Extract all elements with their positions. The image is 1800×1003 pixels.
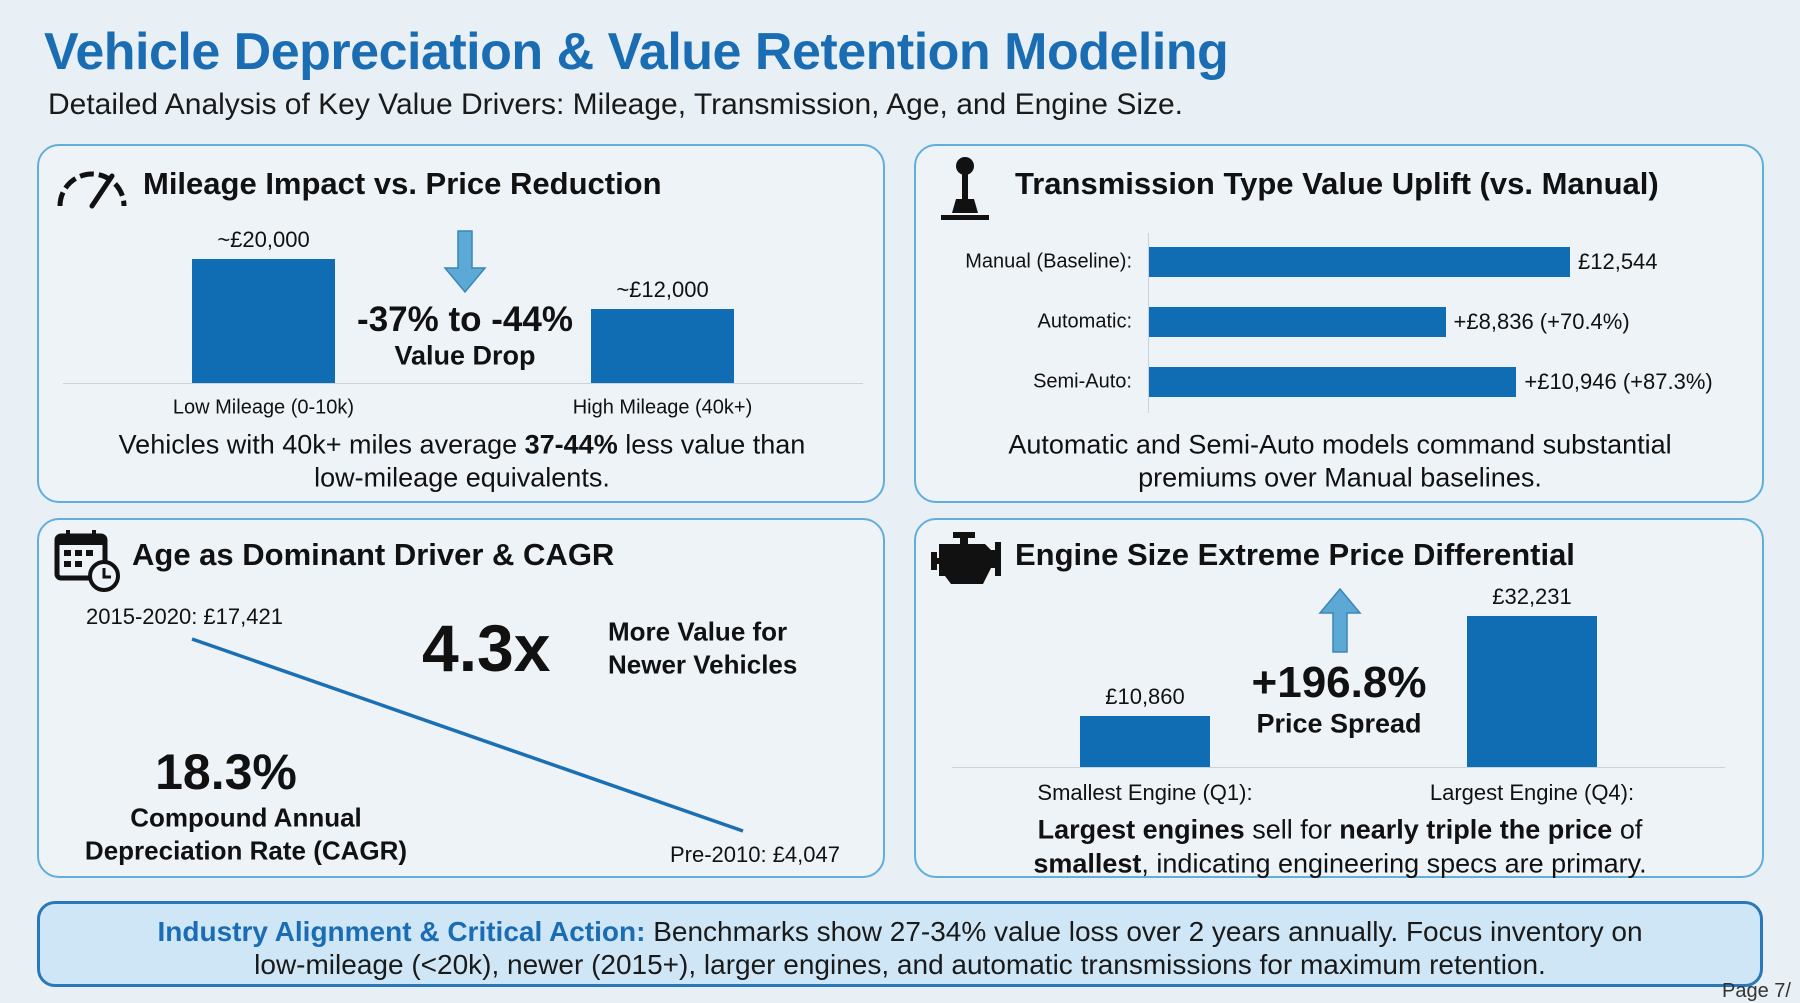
age-multiplier-label1: More Value for bbox=[608, 616, 788, 647]
age-multiplier: 4.3x bbox=[422, 611, 551, 685]
banner-line1: Industry Alignment & Critical Action: Be… bbox=[157, 916, 1642, 948]
transmission-bar-value: £12,544 bbox=[1578, 249, 1658, 274]
transmission-category-label: Automatic: bbox=[1037, 310, 1132, 333]
engine-spread-value: +196.8% bbox=[1251, 658, 1427, 707]
transmission-bar bbox=[1149, 247, 1570, 277]
mileage-drop-value: -37% to -44% bbox=[357, 300, 573, 339]
mileage-panel bbox=[37, 144, 885, 503]
age-label-newer: 2015-2020: £17,421 bbox=[86, 604, 283, 629]
engine-desc-line2: smallest, indicating engineering specs a… bbox=[1033, 849, 1646, 880]
calendar-clock-icon bbox=[54, 530, 120, 592]
down-arrow-icon bbox=[443, 230, 487, 294]
page-title: Vehicle Depreciation & Value Retention M… bbox=[44, 23, 1229, 81]
banner-heading: Industry Alignment & Critical Action: bbox=[157, 916, 646, 947]
transmission-category-label: Semi-Auto: bbox=[1033, 370, 1132, 393]
cagr-label2: Depreciation Rate (CAGR) bbox=[84, 835, 408, 866]
age-line-chart bbox=[191, 637, 744, 833]
engine-category-label: Largest Engine (Q4): bbox=[1429, 780, 1635, 805]
page-number: Page 7/ bbox=[1722, 980, 1791, 1002]
engine-spread-label: Price Spread bbox=[1256, 708, 1422, 739]
mileage-title: Mileage Impact vs. Price Reduction bbox=[143, 166, 662, 201]
mileage-drop-label: Value Drop bbox=[394, 340, 536, 371]
desc-text: sell for bbox=[1244, 814, 1340, 845]
mileage-desc-line2: low-mileage equivalents. bbox=[314, 462, 610, 493]
transmission-bar-value: +£8,836 (+70.4%) bbox=[1453, 309, 1630, 334]
desc-text: less value than bbox=[617, 429, 806, 460]
mileage-baseline bbox=[63, 383, 863, 384]
cagr-value: 18.3% bbox=[155, 744, 297, 800]
transmission-bar bbox=[1149, 367, 1517, 397]
engine-category-label: Smallest Engine (Q1): bbox=[1037, 780, 1253, 805]
desc-bold: smallest bbox=[1033, 848, 1142, 879]
engine-baseline bbox=[952, 767, 1725, 768]
desc-text: of bbox=[1612, 814, 1643, 845]
action-banner: Industry Alignment & Critical Action: Be… bbox=[37, 901, 1763, 987]
age-label-older: Pre-2010: £4,047 bbox=[669, 842, 840, 867]
up-arrow-icon bbox=[1318, 588, 1362, 653]
transmission-axis bbox=[1148, 233, 1149, 413]
banner-line2: low-mileage (<20k), newer (2015+), large… bbox=[254, 949, 1546, 980]
mileage-bar-value: ~£20,000 bbox=[217, 227, 310, 252]
transmission-category-label: Manual (Baseline): bbox=[965, 250, 1132, 273]
gear-shift-icon bbox=[941, 157, 989, 220]
transmission-desc-line2: premiums over Manual baselines. bbox=[1138, 462, 1542, 493]
engine-panel bbox=[914, 518, 1764, 878]
transmission-bar bbox=[1149, 307, 1446, 337]
mileage-category-label: High Mileage (40k+) bbox=[572, 396, 753, 419]
mileage-desc-line1: Vehicles with 40k+ miles average 37-44% … bbox=[119, 430, 806, 461]
transmission-title: Transmission Type Value Uplift (vs. Manu… bbox=[1015, 166, 1659, 201]
banner-text: Benchmarks show 27-34% value loss over 2… bbox=[645, 916, 1643, 947]
age-panel bbox=[37, 518, 885, 878]
desc-text: Vehicles with 40k+ miles average bbox=[118, 429, 525, 460]
desc-bold: Largest engines bbox=[1037, 814, 1245, 845]
engine-icon bbox=[931, 532, 1001, 584]
transmission-desc-line1: Automatic and Semi-Auto models command s… bbox=[1008, 429, 1672, 460]
age-trend-line bbox=[191, 637, 744, 833]
desc-text: , indicating engineering specs are prima… bbox=[1141, 848, 1647, 879]
age-multiplier-label2: Newer Vehicles bbox=[608, 649, 798, 680]
transmission-bar-value: +£10,946 (+87.3%) bbox=[1524, 369, 1713, 394]
engine-bar bbox=[1467, 616, 1597, 767]
mileage-category-label: Low Mileage (0-10k) bbox=[172, 396, 355, 419]
desc-bold: 37-44% bbox=[524, 429, 618, 460]
mileage-bar bbox=[192, 259, 335, 383]
desc-bold: nearly triple the price bbox=[1339, 814, 1613, 845]
engine-bar bbox=[1080, 716, 1210, 767]
age-title: Age as Dominant Driver & CAGR bbox=[132, 537, 615, 572]
speedometer-icon bbox=[57, 171, 127, 209]
mileage-bar-value: ~£12,000 bbox=[616, 276, 709, 302]
cagr-label1: Compound Annual bbox=[130, 802, 362, 833]
engine-desc-line1: Largest engines sell for nearly triple t… bbox=[1038, 815, 1643, 846]
engine-bar-value: £10,860 bbox=[1105, 684, 1185, 710]
engine-bar-value: £32,231 bbox=[1492, 584, 1572, 609]
engine-title: Engine Size Extreme Price Differential bbox=[1015, 537, 1575, 572]
page-subtitle: Detailed Analysis of Key Value Drivers: … bbox=[48, 88, 1184, 121]
mileage-bar bbox=[591, 308, 734, 383]
